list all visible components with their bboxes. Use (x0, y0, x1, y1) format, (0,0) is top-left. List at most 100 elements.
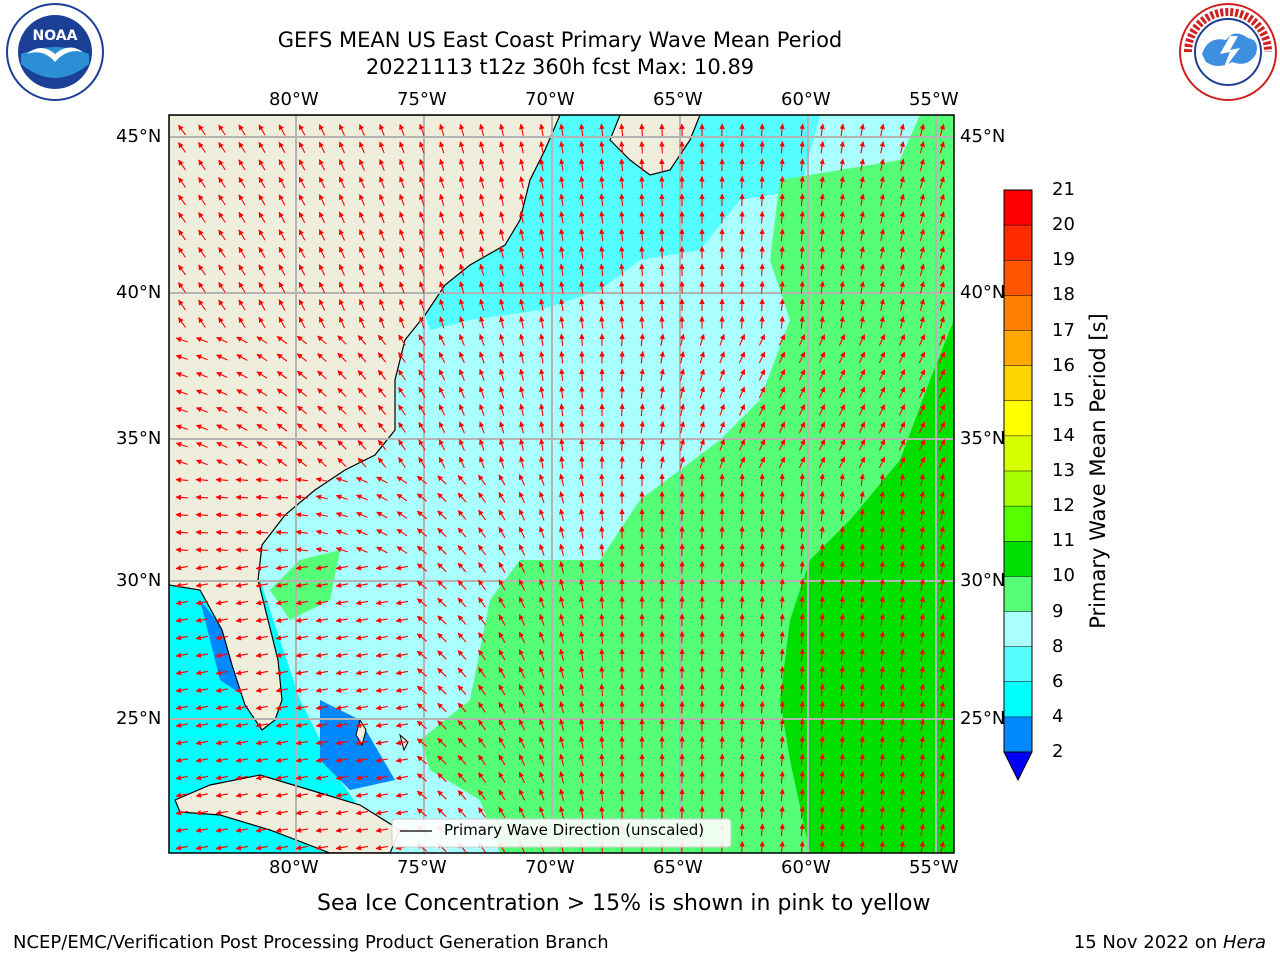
colorbar-swatch (1004, 225, 1032, 261)
wave-arrow (278, 299, 286, 311)
wave-arrow (439, 158, 445, 171)
wave-arrow (898, 421, 906, 434)
wave-arrow (539, 141, 545, 154)
wave-arrow (858, 404, 866, 416)
wave-arrow (559, 473, 565, 486)
wave-arrow (879, 246, 885, 259)
wave-arrow (357, 335, 367, 345)
wave-arrow (539, 123, 545, 137)
wave-arrow (919, 281, 925, 294)
wave-arrow (218, 124, 226, 136)
wave-arrow (679, 456, 685, 469)
wave-arrow (419, 211, 425, 224)
wave-arrow (539, 228, 545, 242)
wave-arrow (298, 124, 306, 136)
wave-arrow (799, 298, 805, 312)
wave-arrow (399, 263, 405, 276)
wave-arrow (579, 281, 585, 294)
wave-arrow (399, 211, 405, 224)
wave-arrow (858, 386, 866, 399)
wave-arrow (355, 477, 368, 483)
wave-arrow (559, 263, 565, 276)
wave-arrow (659, 280, 665, 294)
wave-arrow (799, 245, 805, 259)
wave-arrow (938, 421, 946, 434)
wave-arrow (839, 176, 845, 189)
wave-arrow (539, 438, 545, 451)
wave-arrow (798, 404, 806, 416)
wave-arrow (898, 351, 906, 364)
footer-date-text: 15 Nov 2022 on (1073, 932, 1223, 953)
wave-arrow (318, 281, 326, 294)
wave-arrow (255, 477, 269, 483)
colorbar-tick-label: 19 (1052, 249, 1075, 271)
wave-arrow (218, 247, 226, 258)
wave-arrow (719, 788, 725, 802)
wave-arrow (779, 315, 785, 329)
wave-arrow (878, 334, 886, 346)
wave-arrow (739, 123, 745, 137)
wave-arrow (819, 158, 825, 171)
wave-arrow (858, 421, 866, 434)
wave-arrow (779, 298, 785, 312)
wave-arrow (879, 141, 885, 154)
wave-arrow (919, 141, 925, 154)
wave-arrow (939, 473, 945, 487)
wave-arrow (539, 263, 545, 277)
wave-arrow (679, 333, 685, 346)
wave-arrow (719, 560, 725, 574)
wave-arrow (519, 333, 525, 346)
wave-arrow (359, 228, 365, 241)
wave-arrow (379, 141, 385, 154)
wave-arrow (359, 123, 365, 136)
wave-arrow (858, 369, 866, 381)
wave-arrow (238, 299, 246, 311)
wave-arrow (459, 123, 465, 136)
wave-arrow (479, 263, 485, 276)
chart-title-line2: 20221113 t12z 360h fcst Max: 10.89 (365, 55, 755, 79)
wave-arrow (235, 512, 249, 518)
wave-arrow (317, 335, 327, 345)
lat-tick-left: 25°N (116, 708, 162, 729)
wave-arrow (839, 473, 845, 486)
wave-arrow (459, 333, 465, 346)
wave-arrow (457, 475, 467, 485)
wave-arrow (479, 141, 485, 154)
wave-arrow (939, 298, 945, 311)
wave-arrow (438, 404, 446, 416)
wave-arrow (878, 404, 886, 416)
wave-arrow (819, 473, 825, 487)
wave-arrow (919, 193, 925, 206)
wave-arrow (175, 354, 188, 360)
wave-arrow (479, 298, 485, 311)
wave-arrow (819, 281, 825, 294)
wave-arrow (659, 438, 665, 452)
wave-arrow (357, 440, 367, 450)
wave-arrow (338, 141, 346, 154)
wave-arrow (478, 492, 486, 503)
wave-arrow (479, 316, 485, 329)
wave-arrow (459, 246, 465, 259)
land-nova-scotia (609, 115, 701, 176)
colorbar-tick-label: 17 (1052, 319, 1075, 341)
wave-arrow (719, 805, 725, 819)
wave-arrow (778, 421, 786, 434)
lat-tick-right: 45°N (960, 126, 1006, 147)
wave-arrow (659, 140, 665, 154)
wave-arrow (479, 368, 485, 381)
wave-arrow (719, 630, 725, 644)
wave-arrow (359, 298, 365, 311)
wave-arrow (318, 176, 326, 189)
wave-arrow (798, 334, 806, 346)
wave-arrow (819, 211, 825, 224)
wave-arrow (739, 298, 745, 312)
wave-arrow (579, 420, 585, 434)
wave-arrow (178, 264, 186, 276)
wave-arrow (659, 315, 665, 329)
wave-arrow (679, 386, 685, 399)
colorbar-swatch (1004, 646, 1032, 683)
wave-arrow (398, 334, 406, 346)
wave-arrow (398, 422, 406, 433)
wave-arrow (539, 491, 545, 504)
wave-arrow (318, 246, 326, 259)
